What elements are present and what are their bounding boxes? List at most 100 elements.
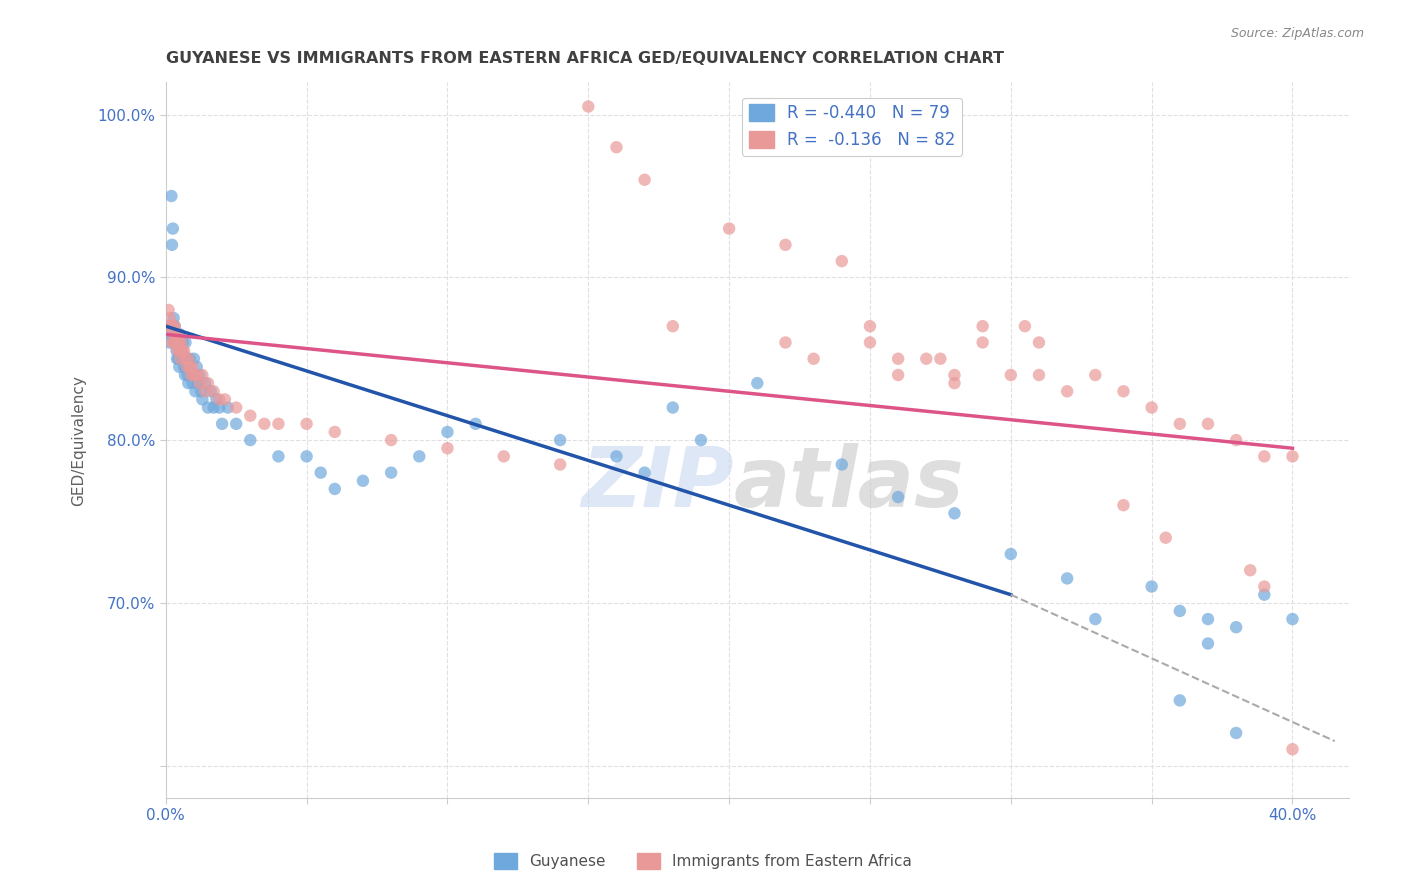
Point (1000, 368, 1022, 382)
Point (718, 221, 741, 235)
Point (380, 433, 402, 447)
Point (181, 359, 204, 374)
Point (352, 474, 374, 488)
Point (163, 319, 186, 334)
Point (1253, 588, 1275, 602)
Point (179, 351, 201, 366)
Point (323, 425, 346, 439)
Point (1281, 612, 1303, 626)
Point (1112, 498, 1135, 512)
Point (309, 466, 332, 480)
Point (180, 368, 202, 382)
Point (211, 417, 233, 431)
Point (184, 384, 207, 399)
Point (1168, 693, 1191, 707)
Point (295, 417, 318, 431)
Point (943, 506, 966, 520)
Point (163, 327, 186, 342)
Point (202, 384, 225, 399)
Point (174, 335, 197, 350)
Point (157, 319, 180, 334)
Point (605, 450, 627, 464)
Point (1239, 563, 1261, 577)
Legend: R = -0.440   N = 79, R =  -0.136   N = 82: R = -0.440 N = 79, R = -0.136 N = 82 (742, 97, 962, 155)
Point (267, 417, 290, 431)
Point (179, 359, 201, 374)
Point (202, 401, 225, 415)
Point (1197, 417, 1219, 431)
Point (186, 359, 208, 374)
Point (915, 351, 938, 366)
Point (173, 343, 195, 358)
Text: ZIP: ZIP (581, 442, 734, 524)
Point (173, 359, 195, 374)
Point (160, 319, 183, 334)
Point (1253, 450, 1275, 464)
Point (197, 376, 219, 391)
Point (169, 343, 191, 358)
Point (436, 425, 458, 439)
Point (160, 335, 183, 350)
Legend: Guyanese, Immigrants from Eastern Africa: Guyanese, Immigrants from Eastern Africa (488, 847, 918, 875)
Point (166, 343, 188, 358)
Point (662, 401, 685, 415)
Text: Source: ZipAtlas.com: Source: ZipAtlas.com (1230, 27, 1364, 40)
Point (548, 433, 571, 447)
Point (160, 189, 183, 203)
Point (1281, 450, 1303, 464)
Point (191, 392, 214, 407)
Point (159, 311, 181, 326)
Point (803, 351, 825, 366)
Point (183, 368, 205, 382)
Point (169, 335, 191, 350)
Point (176, 351, 198, 366)
Point (181, 376, 204, 391)
Point (1140, 580, 1163, 594)
Point (172, 351, 194, 366)
Text: GUYANESE VS IMMIGRANTS FROM EASTERN AFRICA GED/EQUIVALENCY CORRELATION CHART: GUYANESE VS IMMIGRANTS FROM EASTERN AFRI… (166, 51, 1004, 66)
Point (1028, 335, 1050, 350)
Point (690, 433, 713, 447)
Point (887, 368, 910, 382)
Point (162, 319, 184, 334)
Point (188, 368, 211, 382)
Point (177, 376, 200, 391)
Point (197, 401, 219, 415)
Point (548, 458, 571, 472)
Point (633, 466, 655, 480)
Point (1112, 384, 1135, 399)
Point (165, 327, 187, 342)
Point (172, 335, 194, 350)
Point (159, 327, 181, 342)
Point (172, 343, 194, 358)
Point (239, 409, 262, 423)
Point (859, 319, 882, 334)
Point (239, 433, 262, 447)
Point (183, 351, 205, 366)
Point (775, 237, 797, 252)
Point (831, 458, 853, 472)
Point (1000, 547, 1022, 561)
Point (633, 173, 655, 187)
Point (190, 384, 212, 399)
Point (214, 392, 236, 407)
Point (162, 319, 184, 334)
Point (492, 450, 515, 464)
Point (194, 384, 217, 399)
Point (177, 368, 200, 382)
Point (176, 359, 198, 374)
Point (186, 368, 208, 382)
Point (166, 343, 188, 358)
Point (747, 376, 769, 391)
Point (943, 376, 966, 391)
Point (1225, 433, 1247, 447)
Point (172, 351, 194, 366)
Point (187, 376, 209, 391)
Point (576, 99, 599, 113)
Point (169, 327, 191, 342)
Point (1056, 571, 1078, 585)
Point (166, 335, 188, 350)
Point (859, 335, 882, 350)
Point (217, 401, 239, 415)
Point (170, 335, 193, 350)
